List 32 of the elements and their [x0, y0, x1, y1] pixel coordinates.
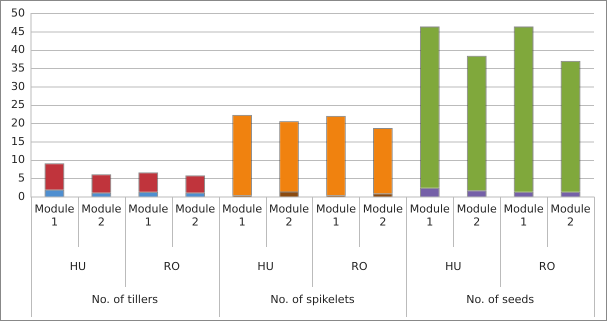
text: HU [257, 260, 274, 273]
y-tick-label: 30 [10, 80, 25, 93]
y-tick-label: 5 [18, 172, 25, 185]
x-tick-label: Module 2 [175, 202, 216, 229]
x-tick-label: Module 2 [269, 202, 310, 229]
text: HU [70, 260, 86, 273]
y-tick-label: 25 [10, 98, 25, 112]
x-tick-label: Module 2 [550, 202, 591, 229]
text: RO [351, 260, 368, 273]
x-tick-label: Module 1 [222, 202, 262, 229]
x-tick-label: Module 2 [81, 202, 122, 229]
text: RO [538, 260, 556, 273]
x-tick-label: Module 1 [128, 202, 169, 229]
y-tick-label: 0 [18, 190, 25, 203]
y-tick-label: 40 [10, 43, 25, 56]
x-tick-label: Module 1 [316, 202, 356, 229]
y-tick-label: 20 [10, 116, 25, 130]
text: No. of spikelets [270, 292, 355, 306]
x-tick-label: Module 1 [34, 202, 75, 229]
text: No. of seeds [466, 292, 534, 306]
x-tick-label: Module 2 [456, 202, 497, 229]
x-tick-label: Module 1 [410, 202, 450, 229]
y-tick-label: 50 [10, 6, 25, 20]
text: HU [445, 260, 462, 273]
text: RO [164, 260, 180, 273]
x-tick-label: Module 2 [362, 202, 404, 229]
x-tick-label: Module 1 [504, 202, 544, 229]
text: No. of tillers [92, 292, 158, 306]
y-tick-label: 35 [10, 61, 25, 74]
y-tick-label: 15 [10, 134, 25, 148]
y-tick-label: 45 [10, 24, 25, 38]
y-tick-label: 10 [10, 153, 25, 166]
